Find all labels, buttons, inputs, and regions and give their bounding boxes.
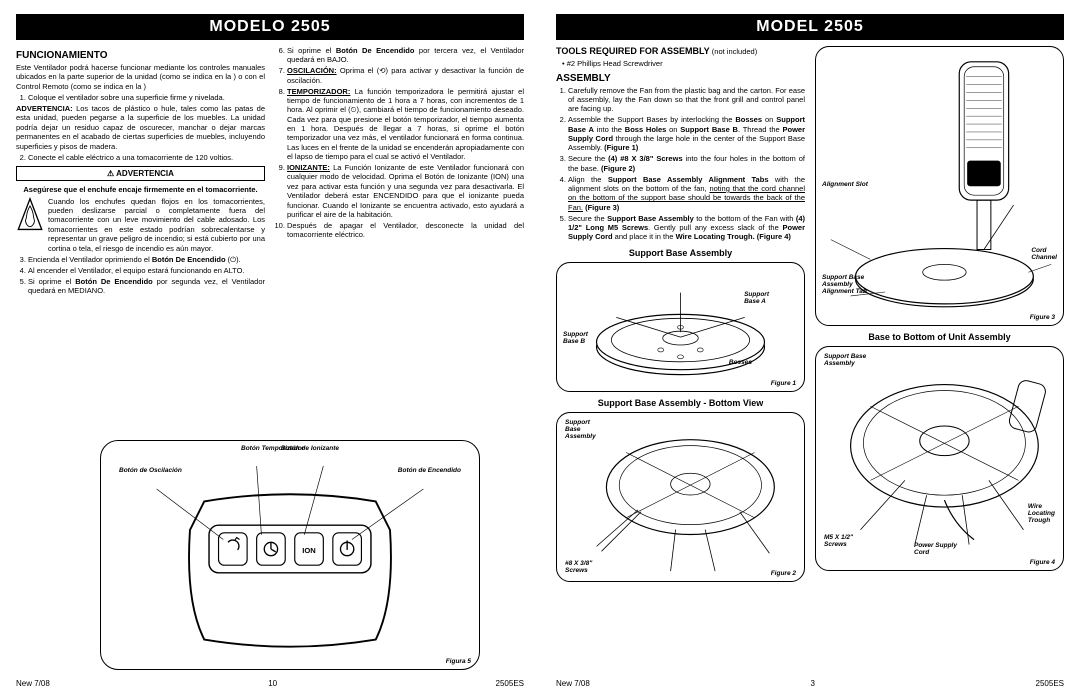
sub4: Base to Bottom of Unit Assembly: [815, 332, 1064, 342]
c-supportA: SupportBase A: [744, 291, 769, 305]
step-9: IONIZANTE: La Función Ionizante de este …: [287, 163, 524, 219]
warning-title: ⚠ ADVERTENCIA: [21, 169, 260, 178]
footer-left: New 7/08 10 2505ES: [16, 673, 524, 688]
warning-body-flex: Cuando los enchufes quedan flojos en los…: [16, 197, 265, 255]
assembly-title: ASSEMBLY: [556, 73, 805, 84]
step-5: Si oprime el Botón De Encendido por segu…: [28, 277, 265, 296]
footer-right: New 7/08 3 2505ES: [556, 673, 1064, 688]
c-alignslot: Alignment Slot: [822, 181, 868, 188]
funcionamiento-title: FUNCIONAMIENTO: [16, 50, 265, 61]
fig4-box: Support BaseAssembly M5 X 1/2"Screws Wir…: [815, 346, 1064, 571]
tools-item: • #2 Phillips Head Screwdriver: [556, 59, 805, 68]
step-2: Conecte el cable eléctrico a una tomacor…: [28, 153, 265, 162]
step-3: Encienda el Ventilador oprimiendo el Bot…: [28, 255, 265, 264]
steps-list-6: Si oprime el Botón De Encendido por terc…: [275, 46, 524, 240]
step-7: OSCILACIÓN: Oprima el (⟲) para activar y…: [287, 66, 524, 85]
step-10: Después de apagar el Ventilador, descone…: [287, 221, 524, 240]
sub2: Support Base Assembly - Bottom View: [556, 398, 805, 408]
fig3-label: Figure 3: [1030, 314, 1055, 321]
warning-box: ⚠ ADVERTENCIA: [16, 166, 265, 181]
fig1-box: SupportBase A SupportBase B Bosses Figur…: [556, 262, 805, 392]
step-8: TEMPORIZADOR: La función temporizadora l…: [287, 87, 524, 162]
asm-4: Align the Support Base Assembly Alignmen…: [568, 175, 805, 213]
asm-1: Carefully remove the Fan from the plasti…: [568, 86, 805, 114]
c-screws1: #8 X 3/8"Screws: [565, 560, 592, 574]
c-sba: SupportBaseAssembly: [565, 419, 596, 440]
c-bosses: Bosses: [729, 359, 752, 366]
warn-body: Cuando los enchufes quedan flojos en los…: [48, 197, 265, 253]
footer-r-left: New 7/08: [556, 679, 590, 688]
fig4-label: Figure 4: [1030, 559, 1055, 566]
columns-right: TOOLS REQUIRED FOR ASSEMBLY (not include…: [556, 46, 1064, 673]
callout-pwr: Botón de Encendido: [398, 467, 461, 474]
asm-3: Secure the (4) #8 X 3/8" Screws into the…: [568, 154, 805, 173]
steps-list-3: Encienda el Ventilador oprimiendo el Bot…: [16, 255, 265, 296]
footer-l-left: New 7/08: [16, 679, 50, 688]
figure5-wrap: Botón Temporizador Botón de Ionizante Bo…: [100, 428, 480, 670]
asm-5: Secure the Support Base Assembly to the …: [568, 214, 805, 242]
c-psc: Power SupplyCord: [914, 542, 957, 556]
step-4: Al encender el Ventilador, el equipo est…: [28, 266, 265, 275]
header-right: MODEL 2505: [556, 14, 1064, 40]
callout-ion: Botón de Ionizante: [281, 445, 339, 452]
steps-list-1: Coloque el ventilador sobre una superfic…: [16, 93, 265, 102]
c-wire: WireLocatingTrough: [1028, 503, 1055, 524]
c-cordchan: CordChannel: [1031, 247, 1057, 261]
warn-line: Asegúrese que el enchufe encaje firmemen…: [16, 185, 265, 194]
step-6: Si oprime el Botón De Encendido por terc…: [287, 46, 524, 65]
control-panel-svg: ION: [109, 449, 471, 668]
steps-list-2: Conecte el cable eléctrico a una tomacor…: [16, 153, 265, 162]
callout-osc: Botón de Oscilación: [119, 467, 182, 474]
footer-r-right: 2505ES: [1036, 679, 1064, 688]
step-1: Coloque el ventilador sobre una superfic…: [28, 93, 265, 102]
fig1-label: Figure 1: [771, 380, 796, 387]
footer-l-right: 2505ES: [496, 679, 524, 688]
c-aligntab: Support BaseAssemblyAlignment Tab: [822, 274, 867, 295]
c-m5: M5 X 1/2"Screws: [824, 534, 853, 548]
svg-text:ION: ION: [302, 546, 316, 555]
flame-icon: [16, 197, 44, 233]
fig3-box: Alignment Slot Support BaseAssemblyAlign…: [815, 46, 1064, 326]
c-sba2: Support BaseAssembly: [824, 353, 866, 367]
intro-text: Este Ventilador podrá hacerse funcionar …: [16, 63, 265, 91]
advertencia-para: ADVERTENCIA: Los tacos de plástico o hul…: [16, 104, 265, 151]
header-left: MODELO 2505: [16, 14, 524, 40]
fig5-label: Figura 5: [446, 658, 471, 665]
fig1-svg: [557, 263, 804, 391]
fig2-label: Figure 2: [771, 570, 796, 577]
page-right: MODEL 2505 TOOLS REQUIRED FOR ASSEMBLY (…: [540, 0, 1080, 698]
sub1: Support Base Assembly: [556, 248, 805, 258]
advert-label: ADVERTENCIA:: [16, 104, 73, 113]
page-left: MODELO 2505 FUNCIONAMIENTO Este Ventilad…: [0, 0, 540, 698]
assembly-steps: Carefully remove the Fan from the plasti…: [556, 86, 805, 242]
footer-r-mid: 3: [810, 679, 814, 688]
c-supportB: SupportBase B: [563, 331, 588, 345]
tools-line: TOOLS REQUIRED FOR ASSEMBLY (not include…: [556, 46, 805, 57]
figure5-box: Botón Temporizador Botón de Ionizante Bo…: [100, 440, 480, 670]
fig2-box: SupportBaseAssembly #8 X 3/8"Screws Figu…: [556, 412, 805, 582]
col-right-1: TOOLS REQUIRED FOR ASSEMBLY (not include…: [556, 46, 805, 673]
asm-2: Assemble the Support Bases by interlocki…: [568, 115, 805, 153]
footer-l-mid: 10: [268, 679, 277, 688]
col-right-2: Alignment Slot Support BaseAssemblyAlign…: [815, 46, 1064, 673]
